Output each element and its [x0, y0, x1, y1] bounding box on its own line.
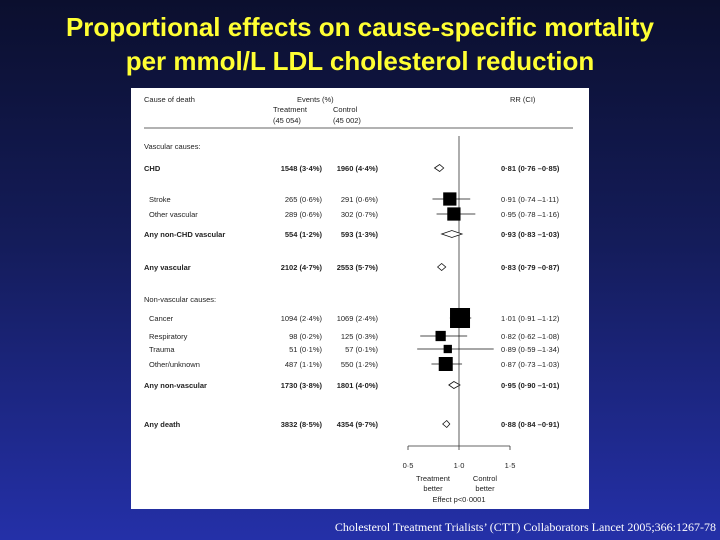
control-better-label-2: better: [475, 484, 495, 493]
x-tick-label: 0·5: [403, 461, 414, 470]
row-control-events: 593 (1·3%): [341, 230, 379, 239]
row-treatment-events: 1094 (2·4%): [281, 314, 323, 323]
header-group: Cause of death Events (%) Treatment Cont…: [144, 95, 573, 129]
header-treatment-n: (45 054): [273, 116, 301, 125]
row-label: Any non-vascular: [144, 381, 207, 390]
row-control-events: 302 (0·7%): [341, 210, 379, 219]
row-treatment-events: 2102 (4·7%): [281, 263, 323, 272]
row-treatment-events: 1730 (3·8%): [281, 381, 323, 390]
x-axis: 0·5 1·0 1·5TreatmentbetterControlbetterEff…: [403, 445, 516, 504]
row-treatment-events: 554 (1·2%): [285, 230, 323, 239]
header-events: Events (%): [297, 95, 334, 104]
header-cause: Cause of death: [144, 95, 195, 104]
treatment-better-label-2: better: [423, 484, 443, 493]
row-rr-ci: 0·91 (0·74 –1·11): [501, 195, 559, 204]
citation: Cholesterol Treatment Trialists’ (CTT) C…: [334, 520, 716, 534]
row-label: Respiratory: [149, 332, 188, 341]
row-treatment-events: 1548 (3·4%): [281, 164, 323, 173]
row-rr-ci: 0·81 (0·76 –0·85): [501, 164, 560, 173]
row-label: Any vascular: [144, 263, 191, 272]
row-label: Stroke: [149, 195, 171, 204]
row-control-events: 57 (0·1%): [345, 345, 378, 354]
summary-diamond: [448, 381, 461, 389]
row-treatment-events: 98 (0·2%): [289, 332, 322, 341]
header-control: Control: [333, 105, 358, 114]
row-rr-ci: 0·88 (0·84 –0·91): [501, 420, 560, 429]
row-control-events: 1801 (4·0%): [337, 381, 379, 390]
effect-square: [443, 344, 452, 354]
row-label: Cancer: [149, 314, 174, 323]
row-control-events: 550 (1·2%): [341, 360, 379, 369]
forest-rows: CHD 1548 (3·4%) 1960 (4·4%) 0·81 (0·76 –0·8…: [144, 136, 560, 446]
row-rr-ci: 0·83 (0·79 –0·87): [501, 263, 560, 272]
row-rr-ci: 0·89 (0·59 –1·34): [501, 345, 560, 354]
summary-diamond: [440, 230, 464, 238]
treatment-better-label-1: Treatment: [416, 474, 451, 483]
x-tick-label: 1·0: [454, 461, 465, 470]
header-control-n: (45 002): [333, 116, 361, 125]
row-treatment-events: 51 (0·1%): [289, 345, 322, 354]
row-rr-ci: 0·82 (0·62 –1·08): [501, 332, 560, 341]
section-nonvascular: Non-vascular causes:: [144, 295, 216, 304]
title-line-2: per mmol/L LDL cholesterol reduction: [125, 46, 595, 76]
row-rr-ci: 0·93 (0·83 –1·03): [501, 230, 560, 239]
effect-square: [450, 308, 471, 328]
row-control-events: 291 (0·6%): [341, 195, 379, 204]
row-rr-ci: 0·95 (0·90 –1·01): [501, 381, 560, 390]
row-label: CHD: [144, 164, 161, 173]
effect-square: [447, 207, 461, 221]
row-label: Any non-CHD vascular: [144, 230, 225, 239]
row-label: Any death: [144, 420, 181, 429]
effect-square: [443, 192, 457, 206]
forest-plot-panel: Cause of death Events (%) Treatment Cont…: [131, 88, 589, 509]
row-control-events: 2553 (5·7%): [337, 263, 379, 272]
row-label: Other vascular: [149, 210, 198, 219]
row-treatment-events: 487 (1·1%): [285, 360, 323, 369]
effect-square: [435, 330, 446, 342]
effect-pvalue: Effect p<0·0001: [432, 495, 485, 504]
slide-title: Proportional effects on cause-specific m…: [0, 10, 720, 78]
control-better-label-1: Control: [473, 474, 498, 483]
row-control-events: 1069 (2·4%): [337, 314, 379, 323]
summary-diamond: [442, 419, 451, 429]
row-treatment-events: 265 (0·6%): [285, 195, 323, 204]
title-line-1: Proportional effects on cause-specific m…: [65, 12, 655, 42]
section-vascular: Vascular causes:: [144, 142, 201, 151]
row-control-events: 125 (0·3%): [341, 332, 379, 341]
row-label: Other/unknown: [149, 360, 200, 369]
summary-diamond: [436, 262, 447, 272]
effect-square: [438, 357, 453, 371]
row-treatment-events: 3832 (8·5%): [281, 420, 323, 429]
row-control-events: 1960 (4·4%): [337, 164, 379, 173]
forest-plot: Cause of death Events (%) Treatment Cont…: [144, 95, 573, 504]
row-label: Trauma: [149, 345, 175, 354]
header-treatment: Treatment: [273, 105, 308, 114]
row-rr-ci: 0·95 (0·78 –1·16): [501, 210, 560, 219]
summary-diamond: [433, 163, 445, 173]
header-rr: RR (CI): [510, 95, 536, 104]
x-tick-label: 1·5: [505, 461, 516, 470]
row-rr-ci: 0·87 (0·73 –1·03): [501, 360, 560, 369]
row-rr-ci: 1·01 (0·91 –1·12): [501, 314, 560, 323]
row-treatment-events: 289 (0·6%): [285, 210, 323, 219]
row-control-events: 4354 (9·7%): [337, 420, 379, 429]
